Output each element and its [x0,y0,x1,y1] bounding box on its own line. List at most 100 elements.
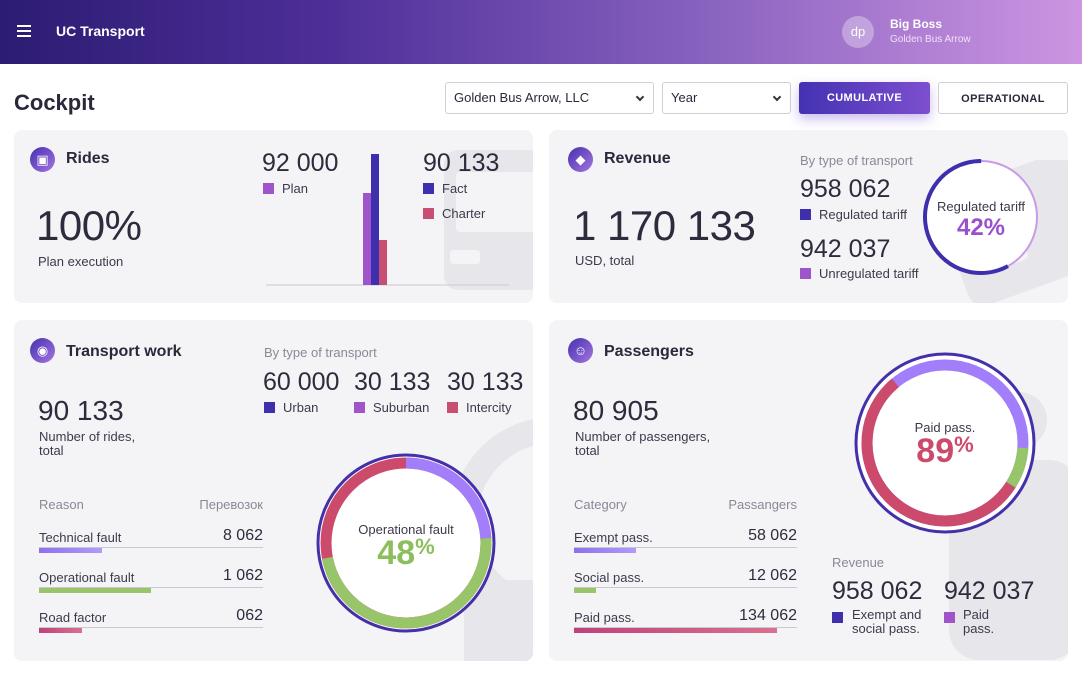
avatar[interactable]: dp [842,16,874,48]
row-value: 1 062 [222,567,263,584]
passengers-revenue-label: Revenue [832,555,885,570]
bus-watermark-icon [444,150,533,290]
charter-swatch [423,208,434,219]
page-title: Cockpit [14,90,95,115]
row-bar [574,548,636,553]
plan-bar [363,193,371,285]
row-divider [39,627,263,628]
list-item: Technical fault 8 062 [39,527,263,555]
row-bar [39,628,82,633]
revenue-donut-label: Regulated tariff [937,199,1025,214]
regulated-tariff-arc [923,159,1039,275]
reason-header: Reason [39,497,84,512]
row-value: 12 062 [748,567,797,584]
fact-legend: Fact [423,181,467,196]
user-company: Golden Bus Arrow [890,34,971,45]
chevron-down-icon [772,92,782,102]
urban-legend: Urban [264,400,318,415]
company-select-value: Golden Bus Arrow, LLC [454,90,590,105]
operational-fault-donut [316,453,496,633]
paid-pass-donut [854,352,1036,534]
row-bar [574,588,596,593]
list-item: Social pass. 12 062 [574,567,797,595]
plan-execution-label: Plan execution [38,254,124,269]
company-select[interactable]: Golden Bus Arrow, LLC [445,82,654,114]
urban-value: 60 000 [263,368,340,396]
row-label: Technical fault [39,530,122,545]
revenue-by-type-label: By type of transport [800,153,913,168]
list-item: Operational fault 1 062 [39,567,263,595]
passengers-total-value: 80 905 [573,395,659,426]
regulated-swatch [800,209,811,220]
passengers-donut-value: 89% [916,432,974,470]
intercity-value: 30 133 [447,368,524,396]
exempt-swatch [832,612,843,623]
passengers-total-label: Number of passengers, total [575,429,711,458]
passengers-title: Passengers [604,343,694,360]
ticket-icon: ◆ [568,147,593,172]
row-divider [39,547,263,548]
plan-swatch [263,183,274,194]
row-label: Exempt pass. [574,530,653,545]
revenue-donut-value: 42% [956,214,1006,241]
plan-legend: Plan [263,181,308,196]
other-fault-arc [320,457,492,629]
revenue-title: Revenue [604,150,671,167]
exempt-revenue-value: 958 062 [832,577,923,605]
transport-work-card: ◉ Transport work By type of transport 60… [14,320,533,661]
cumulative-button[interactable]: CUMULATIVE [799,82,930,114]
charter-legend: Charter [423,206,485,221]
fact-bar [371,154,379,285]
rides-total-label: Number of rides, total [39,429,136,458]
user-name[interactable]: Big Boss [890,17,943,31]
revenue-total: 1 170 133 [573,202,756,249]
regulated-legend: Regulated tariff [800,207,907,222]
row-bar [39,588,151,593]
transport-donut-label: Operational fault [358,522,454,537]
intercity-legend: Intercity [447,400,512,415]
row-value: 062 [236,607,263,624]
plan-value: 92 000 [262,149,339,177]
operational-button[interactable]: OPERATIONAL [938,82,1068,114]
menu-icon[interactable] [17,25,31,37]
transport-donut-value: 48% [377,534,435,572]
row-bar [574,628,777,633]
charter-bar [379,240,387,285]
bus-icon: ▣ [30,147,55,172]
row-value: 58 062 [748,527,797,544]
rides-bar-chart [266,154,509,286]
rides-card: ▣ Rides 100% Plan execution 92 000 Plan … [14,130,533,303]
row-bar [39,548,102,553]
unregulated-swatch [800,268,811,279]
revenue-total-label: USD, total [575,253,635,268]
fact-swatch [423,183,434,194]
transport-by-type-label: By type of transport [264,345,377,360]
row-divider [574,587,797,588]
row-value: 8 062 [222,527,263,544]
rides-title: Rides [66,150,110,167]
list-item: Paid pass. 134 062 [574,607,797,635]
suburban-value: 30 133 [354,368,431,396]
revenue-card: ◆ Revenue 1 170 133 USD, total By type o… [549,130,1068,303]
row-label: Social pass. [574,570,645,585]
row-divider [574,547,797,548]
app-title: UC Transport [56,23,145,39]
unregulated-legend: Unregulated tariff [800,266,919,281]
urban-swatch [264,402,275,413]
row-label: Paid pass. [574,610,635,625]
plan-execution-percent: 100% [36,202,142,249]
regulated-value: 958 062 [800,175,891,203]
passenger-icon: ☺ [568,338,593,363]
category-header: Category [574,497,627,512]
period-select[interactable]: Year [662,82,791,114]
chevron-down-icon [635,92,645,102]
row-value: 134 062 [739,607,797,624]
unregulated-value: 942 037 [800,235,891,263]
rides-total-value: 90 133 [38,395,124,426]
passengers-donut-label: Paid pass. [914,420,976,435]
suburban-legend: Suburban [354,400,429,415]
list-item: Exempt pass. 58 062 [574,527,797,555]
period-select-value: Year [671,90,698,105]
row-label: Road factor [39,610,107,625]
driver-icon: ◉ [30,338,55,363]
